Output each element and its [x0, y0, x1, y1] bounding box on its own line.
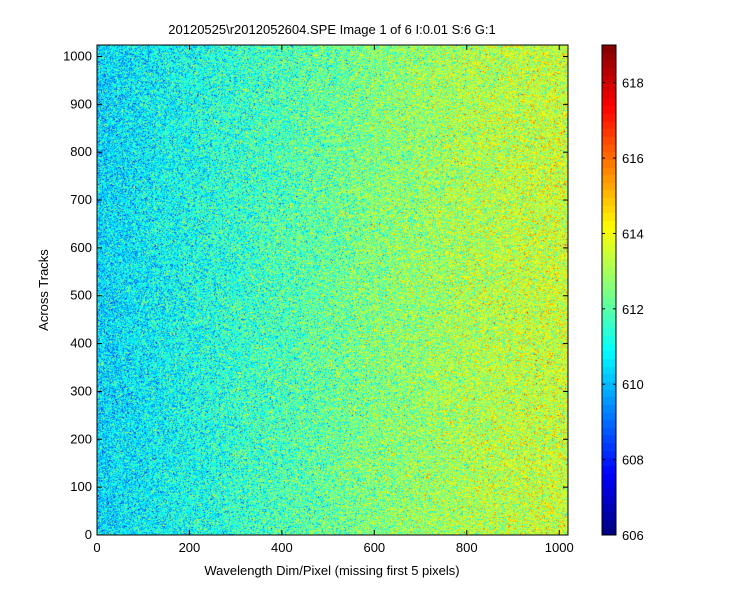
- chart-title: 20120525\r2012052604.SPE Image 1 of 6 I:…: [168, 22, 495, 37]
- y-tick-label: 900: [70, 96, 92, 111]
- y-axis-label: Across Tracks: [36, 249, 51, 331]
- y-tick-label: 400: [70, 336, 92, 351]
- x-tick-label: 800: [456, 540, 478, 555]
- y-tick-label: 0: [85, 527, 92, 542]
- y-tick-label: 200: [70, 431, 92, 446]
- colorbar-tick-label: 610: [622, 377, 644, 392]
- y-tick-label: 800: [70, 144, 92, 159]
- plot-frame: [96, 44, 569, 536]
- y-tick-label: 100: [70, 479, 92, 494]
- colorbar-axis: 606 608 610 612 614 616 618: [602, 76, 644, 543]
- colorbar-tick-label: 616: [622, 151, 644, 166]
- y-tick-label: 1000: [63, 48, 92, 63]
- colorbar-gradient: [602, 45, 616, 535]
- x-tick-label: 600: [363, 540, 385, 555]
- x-tick-label: 200: [179, 540, 201, 555]
- x-axis: 0 200 400 600 800 1000: [93, 45, 574, 555]
- colorbar-tick-label: 606: [622, 528, 644, 543]
- x-tick-label: 0: [93, 540, 100, 555]
- y-tick-label: 700: [70, 192, 92, 207]
- y-tick-label: 600: [70, 240, 92, 255]
- x-tick-label: 1000: [545, 540, 574, 555]
- colorbar-tick-label: 618: [622, 76, 644, 91]
- x-tick-label: 400: [271, 540, 293, 555]
- colorbar-frame: [601, 44, 617, 536]
- x-axis-label: Wavelength Dim/Pixel (missing first 5 pi…: [204, 563, 459, 578]
- y-tick-label: 500: [70, 288, 92, 303]
- heatmap-image: [97, 45, 568, 535]
- y-tick-label: 300: [70, 383, 92, 398]
- y-axis: 0 100 200 300 400 500 600 700 800 900 1000: [63, 48, 568, 542]
- colorbar-tick-label: 612: [622, 302, 644, 317]
- colorbar-tick-label: 614: [622, 226, 644, 241]
- colorbar-tick-label: 608: [622, 453, 644, 468]
